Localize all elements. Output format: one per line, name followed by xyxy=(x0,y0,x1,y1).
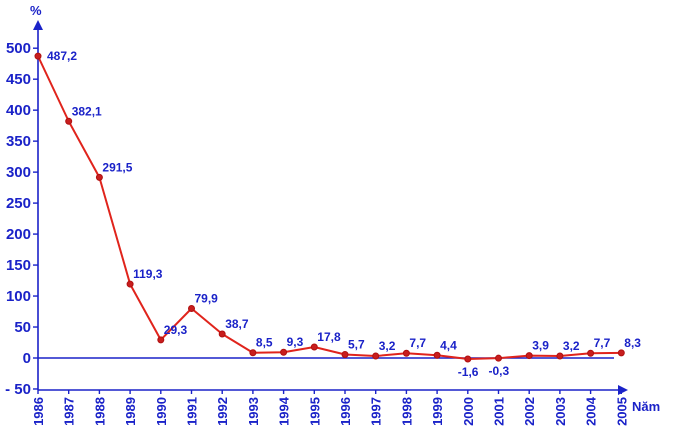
data-label: 8,3 xyxy=(624,336,641,350)
x-tick-label: 1995 xyxy=(307,397,322,426)
x-tick-label: 2000 xyxy=(461,397,476,426)
x-tick-label: 1996 xyxy=(338,397,353,426)
data-point xyxy=(249,349,257,357)
y-tick-label: 450 xyxy=(6,71,31,88)
x-axis-arrow xyxy=(618,385,628,395)
x-tick-label: 1997 xyxy=(369,397,384,426)
y-tick-label: 250 xyxy=(6,195,31,212)
data-point xyxy=(372,352,380,360)
data-point xyxy=(402,349,410,357)
data-label: 7,7 xyxy=(594,336,611,350)
y-tick-label: 500 xyxy=(6,40,31,57)
data-label: 29,3 xyxy=(164,323,188,337)
data-point xyxy=(280,348,288,356)
data-point xyxy=(433,351,441,359)
data-point xyxy=(310,343,318,351)
series-line xyxy=(37,55,622,360)
x-tick-label: 1990 xyxy=(154,397,169,426)
axes xyxy=(33,20,628,395)
y-tick-label: 50 xyxy=(14,319,31,336)
data-point xyxy=(157,336,165,344)
data-label: 3,2 xyxy=(379,339,396,353)
x-tick-label: 1986 xyxy=(31,397,46,426)
data-label: -1,6 xyxy=(458,365,479,379)
data-point xyxy=(341,350,349,358)
data-label: 487,2 xyxy=(47,49,77,63)
data-point xyxy=(65,117,73,125)
y-tick-label: 350 xyxy=(6,133,31,150)
data-label: 291,5 xyxy=(102,160,132,174)
data-label: 3,2 xyxy=(563,339,580,353)
x-tick-label: 2003 xyxy=(553,397,568,426)
x-tick-label: 1991 xyxy=(185,397,200,426)
x-axis-title: Năm xyxy=(632,399,660,414)
x-tick-label: 2005 xyxy=(614,397,629,426)
y-tick-label: 300 xyxy=(6,164,31,181)
x-tick-label: 2001 xyxy=(492,397,507,426)
data-point xyxy=(495,354,502,362)
x-tick-label: 2002 xyxy=(522,397,537,426)
data-point xyxy=(34,52,42,60)
data-point xyxy=(218,330,226,338)
data-label: 3,9 xyxy=(532,339,549,353)
data-point xyxy=(556,352,564,360)
data-label: 8,5 xyxy=(256,336,273,350)
x-tick-label: 1987 xyxy=(62,397,77,426)
y-tick-label: 0 xyxy=(23,350,31,367)
series-group xyxy=(34,52,625,363)
data-label: -0,3 xyxy=(489,364,510,378)
data-label: 5,7 xyxy=(348,337,365,351)
x-tick-label: 1992 xyxy=(215,397,230,426)
data-label: 38,7 xyxy=(225,317,249,331)
x-tick-label: 1988 xyxy=(92,397,107,426)
data-point xyxy=(617,349,625,357)
data-label: 79,9 xyxy=(195,291,219,305)
y-tick-label: 100 xyxy=(6,288,31,305)
y-tick-label: 150 xyxy=(6,257,31,274)
x-tick-label: 1989 xyxy=(123,397,138,426)
x-axis-ticks: 1986 1987 1988 1989 1990 1991 1992 1993 1994 1995… xyxy=(31,390,629,426)
y-tick-label: 400 xyxy=(6,102,31,119)
data-point xyxy=(188,304,195,312)
data-point xyxy=(464,355,472,363)
y-tick-label: - 50 xyxy=(5,381,31,398)
data-labels: 487,2 382,1 291,5 119,3 29,3 79,9 38,7 8,5 9,3 17… xyxy=(47,49,641,379)
x-tick-label: 2004 xyxy=(584,396,599,426)
data-label: 119,3 xyxy=(133,267,163,281)
data-point xyxy=(587,349,595,357)
data-label: 7,7 xyxy=(409,336,426,350)
y-axis-title: % xyxy=(30,3,42,18)
data-point xyxy=(525,352,533,360)
x-tick-label: 1993 xyxy=(246,397,261,426)
data-label: 17,8 xyxy=(317,330,341,344)
data-point xyxy=(95,173,103,181)
x-tick-label: 1998 xyxy=(399,397,414,426)
y-axis-arrow xyxy=(33,20,43,30)
data-label: 382,1 xyxy=(72,104,102,118)
data-label: 4,4 xyxy=(440,338,457,352)
data-point xyxy=(126,280,134,288)
data-label: 9,3 xyxy=(287,335,304,349)
x-tick-label: 1994 xyxy=(277,396,292,426)
y-axis-ticks: - 50 0 50 100 150 200 250 300 350 400 450 500 xyxy=(5,40,38,398)
y-tick-label: 200 xyxy=(6,226,31,243)
x-tick-label: 1999 xyxy=(430,397,445,426)
